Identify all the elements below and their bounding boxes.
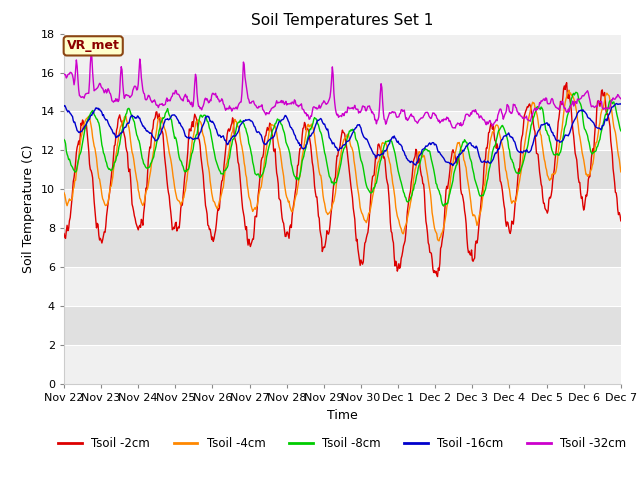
Legend: Tsoil -2cm, Tsoil -4cm, Tsoil -8cm, Tsoil -16cm, Tsoil -32cm: Tsoil -2cm, Tsoil -4cm, Tsoil -8cm, Tsoi… <box>54 433 631 455</box>
Bar <box>64 111 621 150</box>
Bar <box>64 34 621 72</box>
Bar <box>64 228 621 267</box>
Bar <box>64 72 621 111</box>
Bar <box>64 267 621 306</box>
Text: VR_met: VR_met <box>67 39 120 52</box>
Bar <box>64 345 621 384</box>
Bar <box>64 150 621 189</box>
Title: Soil Temperatures Set 1: Soil Temperatures Set 1 <box>252 13 433 28</box>
Y-axis label: Soil Temperature (C): Soil Temperature (C) <box>22 144 35 273</box>
Bar <box>64 189 621 228</box>
Bar <box>64 306 621 345</box>
X-axis label: Time: Time <box>327 408 358 421</box>
